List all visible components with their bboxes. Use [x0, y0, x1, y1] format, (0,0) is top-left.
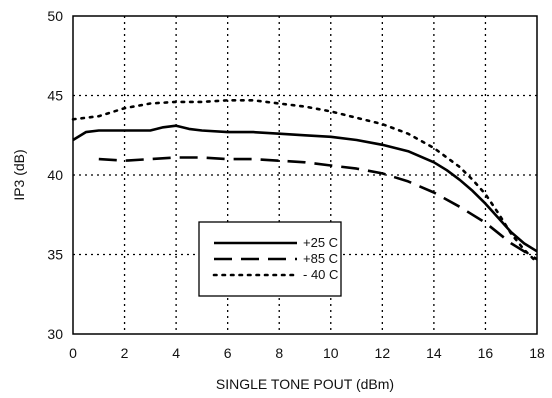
y-tick-label: 45 [47, 88, 63, 104]
legend-label: +85 C [303, 251, 338, 266]
x-tick-label: 8 [275, 345, 283, 361]
y-tick-labels: 30 35 40 45 50 [47, 8, 63, 342]
y-tick-label: 40 [47, 167, 63, 183]
y-tick-label: 30 [47, 326, 63, 342]
x-tick-label: 4 [172, 345, 180, 361]
x-tick-label: 12 [375, 345, 391, 361]
legend-label: - 40 C [303, 267, 338, 282]
x-tick-label: 14 [426, 345, 442, 361]
series-line-1 [98, 156, 538, 261]
x-tick-label: 10 [323, 345, 339, 361]
x-axis-title: SINGLE TONE POUT (dBm) [216, 376, 394, 392]
x-tick-label: 18 [529, 345, 545, 361]
x-tick-label: 16 [478, 345, 494, 361]
x-tick-label: 2 [121, 345, 129, 361]
plot-frame [72, 15, 538, 335]
series-line-0 [72, 124, 538, 253]
y-tick-label: 35 [47, 247, 63, 263]
y-tick-label: 50 [47, 8, 63, 24]
x-tick-label: 0 [69, 345, 77, 361]
series-line-2 [71, 99, 539, 264]
y-axis-title: IP3 (dB) [11, 149, 27, 200]
x-tick-label: 6 [224, 345, 232, 361]
legend: +25 C+85 C- 40 C [198, 221, 342, 297]
x-tick-labels: 0 2 4 6 8 10 12 14 16 18 [69, 345, 545, 361]
series-lines [71, 99, 539, 264]
legend-label: +25 C [303, 235, 338, 250]
